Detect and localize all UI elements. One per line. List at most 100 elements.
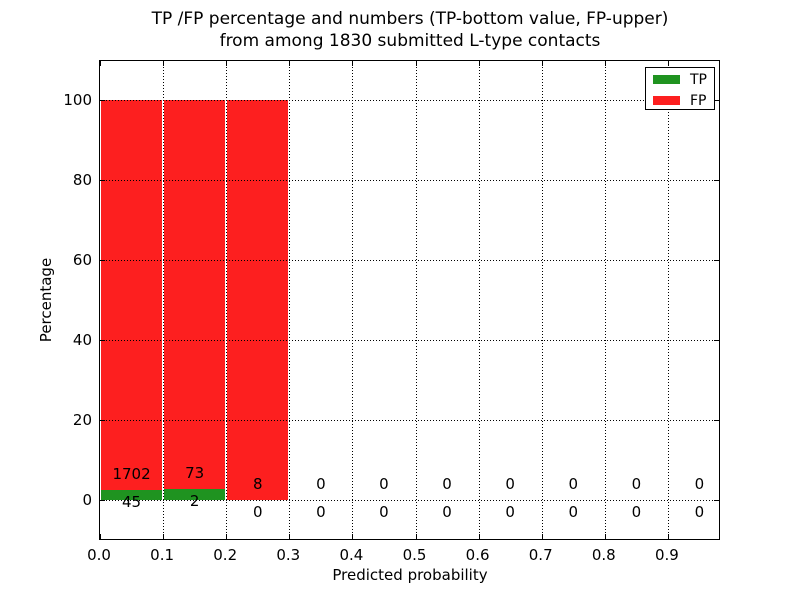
horizontal-gridline (100, 180, 719, 181)
fp-count-label: 0 (316, 475, 326, 493)
fp-bar-segment (163, 100, 227, 490)
y-tick-mark-right (714, 500, 719, 501)
tp-bar-segment (100, 489, 164, 500)
fp-count-label: 0 (568, 475, 579, 493)
x-tick-mark-bottom (226, 534, 228, 539)
y-tick-mark-right (714, 100, 719, 101)
tp-count-label: 45 (122, 492, 142, 511)
horizontal-gridline (100, 100, 719, 101)
vertical-gridline (289, 61, 291, 539)
y-tick-mark-right (714, 340, 719, 341)
chart-title-line1: TP /FP percentage and numbers (TP-bottom… (151, 9, 669, 29)
y-tick-mark-left (100, 500, 105, 501)
y-tick-mark-left (100, 100, 105, 101)
x-tick-label: 0.4 (339, 546, 364, 564)
y-tick-label: 60 (72, 251, 92, 269)
x-tick-mark-top (667, 61, 669, 66)
x-tick-mark-top (604, 61, 606, 66)
x-tick-label: 0.3 (276, 546, 301, 564)
y-tick-mark-right (714, 260, 719, 261)
tp-count-label: 0 (694, 503, 705, 521)
y-tick-label: 100 (63, 91, 92, 109)
x-tick-mark-top (289, 61, 291, 66)
legend-box: TP FP (645, 67, 715, 110)
fp-color-swatch (653, 96, 680, 105)
x-tick-label: 0.5 (402, 546, 427, 564)
x-axis-label: Predicted probability (332, 566, 488, 584)
x-tick-label: 0.6 (465, 546, 490, 564)
tp-count-label: 0 (379, 503, 389, 521)
y-axis-label: Percentage (37, 257, 55, 343)
fp-bar-segment (100, 100, 164, 490)
x-tick-mark-top (100, 61, 101, 66)
vertical-gridline (667, 61, 669, 539)
x-tick-label: 0.0 (87, 546, 111, 564)
x-tick-mark-bottom (163, 534, 165, 539)
x-tick-mark-top (226, 61, 228, 66)
x-tick-mark-bottom (100, 534, 101, 539)
x-tick-label: 0.8 (591, 546, 616, 564)
legend-label: FP (690, 93, 707, 109)
vertical-gridline (478, 61, 480, 539)
tp-count-label: 0 (568, 503, 579, 521)
y-tick-mark-right (714, 180, 719, 181)
y-tick-mark-left (100, 260, 105, 261)
tp-count-label: 0 (316, 503, 326, 521)
vertical-gridline (226, 61, 228, 539)
vertical-gridline (352, 61, 354, 539)
horizontal-gridline (100, 260, 719, 261)
x-tick-label: 0.1 (150, 546, 175, 564)
horizontal-gridline (100, 420, 719, 421)
y-tick-label: 0 (82, 491, 92, 509)
fp-bar-segment (226, 100, 290, 500)
fp-count-label: 0 (505, 475, 515, 493)
vertical-gridline (604, 61, 606, 539)
legend-entry-tp: TP (646, 70, 714, 90)
vertical-gridline (163, 61, 165, 539)
fp-count-label: 1702 (112, 464, 151, 483)
fp-count-label: 0 (442, 475, 452, 493)
y-tick-mark-left (100, 180, 105, 181)
x-tick-label: 0.7 (528, 546, 553, 564)
tp-count-label: 0 (442, 503, 452, 521)
x-tick-mark-top (163, 61, 165, 66)
x-tick-mark-bottom (541, 534, 543, 539)
y-tick-mark-right (714, 420, 719, 421)
fp-count-label: 0 (379, 475, 389, 493)
x-tick-mark-top (352, 61, 354, 66)
y-tick-label: 20 (72, 411, 92, 429)
x-tick-mark-top (541, 61, 543, 66)
y-tick-mark-left (100, 340, 105, 341)
chart-title-line2: from among 1830 submitted L-type contact… (219, 31, 601, 51)
fp-count-label: 0 (694, 475, 705, 493)
tp-color-swatch (653, 75, 680, 84)
x-tick-mark-bottom (604, 534, 606, 539)
horizontal-gridline (100, 500, 719, 501)
y-tick-label: 80 (72, 171, 92, 189)
fp-count-label: 73 (185, 464, 205, 483)
fp-count-label: 8 (252, 475, 263, 493)
legend-entry-fp: FP (646, 91, 714, 111)
horizontal-gridline (100, 340, 719, 341)
vertical-gridline (415, 61, 417, 539)
x-tick-mark-bottom (352, 534, 354, 539)
tp-count-label: 0 (631, 503, 642, 521)
x-tick-mark-bottom (478, 534, 480, 539)
plot-area: 1702 45 73 2 8 0 0 0 0 0 0 0 0 0 0 0 0 0 0 0 TP FP (99, 60, 720, 540)
x-tick-mark-bottom (289, 534, 291, 539)
fp-count-label: 0 (631, 475, 642, 493)
tp-count-label: 0 (505, 503, 515, 521)
vertical-gridline (541, 61, 543, 539)
x-tick-mark-top (478, 61, 480, 66)
y-tick-label: 40 (72, 331, 92, 349)
y-tick-mark-left (100, 420, 105, 421)
tp-count-label: 2 (189, 492, 200, 511)
x-tick-label: 0.2 (213, 546, 238, 564)
x-tick-mark-bottom (667, 534, 669, 539)
x-tick-mark-bottom (415, 534, 417, 539)
tp-count-label: 0 (252, 503, 263, 521)
x-tick-mark-top (415, 61, 417, 66)
chart-title: TP /FP percentage and numbers (TP-bottom… (99, 8, 721, 52)
x-tick-label: 0.9 (654, 546, 679, 564)
